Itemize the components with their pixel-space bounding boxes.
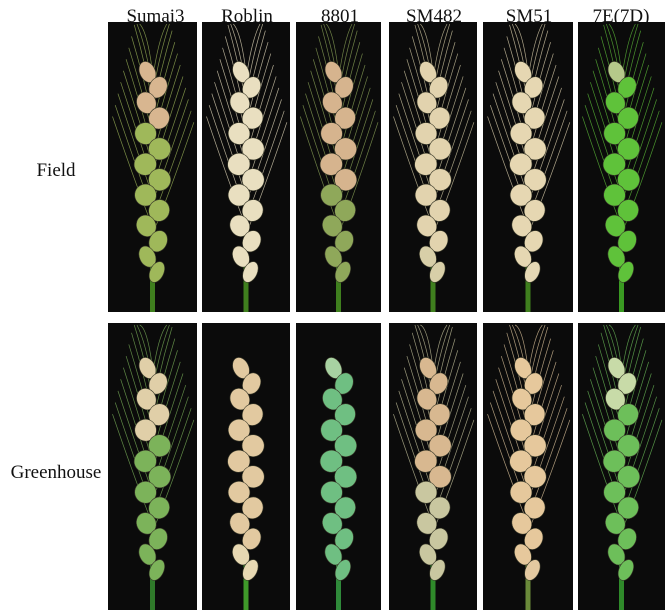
spike-photo-greenhouse-8801 <box>296 323 381 610</box>
stem <box>619 560 624 610</box>
stem <box>525 560 531 610</box>
spike-photo-greenhouse-roblin <box>202 323 290 610</box>
stem <box>430 262 436 312</box>
column-label-8801: 8801 <box>321 6 359 27</box>
spikelets <box>133 357 172 581</box>
stem <box>150 560 155 610</box>
stem <box>336 262 341 312</box>
wheat-spike-illustration <box>393 23 475 312</box>
spikelets <box>602 357 641 581</box>
spike-photo-field-sumai3 <box>108 22 197 312</box>
stem <box>430 560 436 610</box>
stem <box>336 560 341 610</box>
wheat-spike-illustration <box>206 23 288 312</box>
spikelets <box>414 61 452 283</box>
wheat-spike-illustration <box>487 324 571 610</box>
stem <box>525 262 531 312</box>
wheat-spike-illustration <box>299 23 379 312</box>
column-label-sm51: SM51 <box>505 6 553 27</box>
spike-photo-field-sm482 <box>389 22 477 312</box>
wheat-spike-illustration <box>393 324 475 610</box>
column-label-7e7d: 7E(7D) <box>592 6 650 27</box>
spike-photo-greenhouse-sumai3 <box>108 323 197 610</box>
wheat-spike-illustration <box>319 357 358 610</box>
spikelets <box>227 357 265 581</box>
spikelets <box>509 61 547 283</box>
row-label-field: Field <box>36 160 76 181</box>
wheat-spike-illustration <box>487 23 571 312</box>
wheat-spike-illustration <box>582 23 663 312</box>
wheat-spike-illustration <box>112 23 195 312</box>
stem <box>243 262 249 312</box>
stem <box>150 262 155 312</box>
spikelets <box>319 357 358 581</box>
wheat-spike-illustration <box>227 357 265 610</box>
spike-photo-field-8801 <box>296 22 381 312</box>
spikelets <box>602 61 641 283</box>
column-label-roblin: Roblin <box>221 6 273 27</box>
spikelets <box>227 61 265 283</box>
spike-photo-greenhouse-sm51 <box>483 323 573 610</box>
spikelets <box>133 61 172 283</box>
wheat-spike-illustration <box>582 324 663 610</box>
row-label-greenhouse: Greenhouse <box>10 462 102 483</box>
wheat-spike-illustration <box>112 324 195 610</box>
spike-photo-field-roblin <box>202 22 290 312</box>
stem <box>243 560 249 610</box>
spikelets <box>509 357 547 581</box>
spikelets <box>319 61 358 283</box>
spikelets <box>414 357 452 581</box>
spike-photo-field-7e7d <box>578 22 665 312</box>
spike-photo-greenhouse-7e7d <box>578 323 665 610</box>
column-label-sm482: SM482 <box>406 6 462 27</box>
stem <box>619 262 624 312</box>
spike-photo-greenhouse-sm482 <box>389 323 477 610</box>
column-label-sumai3: Sumai3 <box>126 6 185 27</box>
spike-photo-field-sm51 <box>483 22 573 312</box>
